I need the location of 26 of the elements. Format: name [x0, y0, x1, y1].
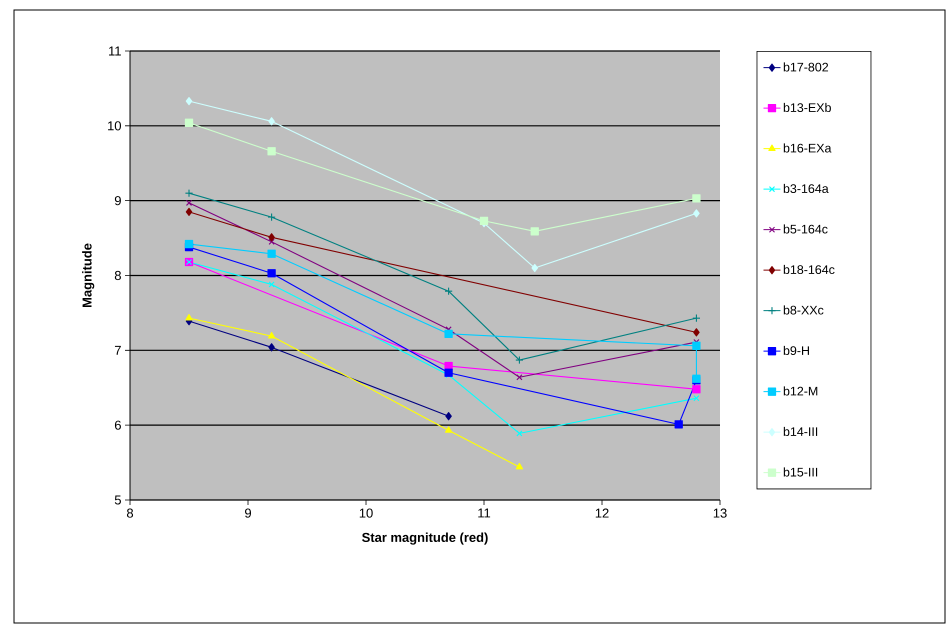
y-tick-label: 9 — [114, 196, 121, 206]
y-tick-label: 11 — [109, 46, 121, 56]
y-axis-title: Magnitude — [82, 244, 94, 308]
legend-label: b14-III — [784, 426, 818, 436]
legend-label: b16-EXa — [784, 143, 832, 153]
legend-label: b18-164c — [784, 264, 835, 274]
legend-label: b8-XXc — [784, 305, 824, 315]
x-tick-label: 10 — [360, 508, 373, 518]
x-tick-label: 8 — [126, 508, 134, 518]
x-axis-title: Star magnitude (red) — [362, 532, 488, 545]
y-tick-label: 10 — [108, 121, 121, 130]
legend-label: b13-EXb — [784, 102, 831, 112]
legend-label: b5-164c — [784, 224, 828, 234]
legend-label: b9-H — [784, 346, 809, 356]
y-tick-label: 5 — [114, 495, 121, 504]
legend-label: b12-M — [784, 386, 818, 396]
y-tick-label: 8 — [114, 270, 121, 280]
y-tick-label: 7 — [114, 346, 121, 355]
legend-label: b15-III — [784, 467, 818, 477]
x-tick-label: 9 — [245, 508, 251, 518]
y-tick-label: 6 — [114, 420, 121, 430]
x-tick-label: 12 — [596, 508, 609, 518]
legend-label: b17-802 — [784, 62, 828, 72]
x-tick-label: 13 — [714, 508, 727, 518]
x-tick-label: 11 — [478, 508, 490, 518]
legend-label: b3-164a — [784, 184, 829, 194]
